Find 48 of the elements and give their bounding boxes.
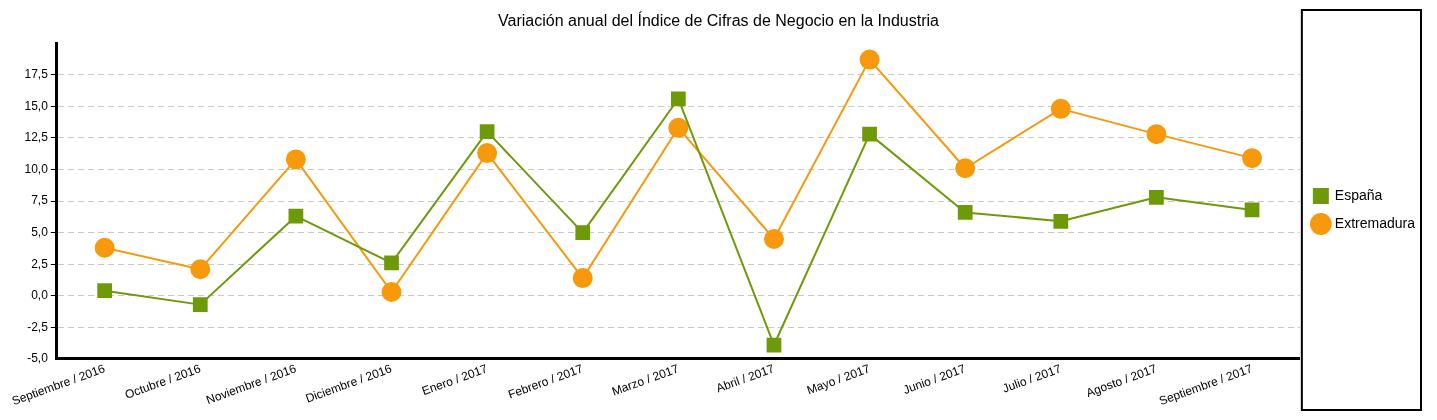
x-tick-label: Octubre / 2016 xyxy=(123,361,203,402)
point xyxy=(572,268,593,289)
x-tick-label: Abril / 2017 xyxy=(714,361,777,396)
point xyxy=(384,255,399,271)
x-tick-label: Junio / 2017 xyxy=(901,361,968,397)
point xyxy=(668,117,689,138)
point xyxy=(288,208,304,224)
legend-label: Extremadura xyxy=(1334,214,1416,231)
point xyxy=(477,143,498,164)
x-tick-label: Julio / 2017 xyxy=(1000,361,1064,396)
y-tick-label: 12,5 xyxy=(24,130,49,145)
x-tick-label: Marzo / 2017 xyxy=(609,361,681,399)
x-tick-label: Enero / 2017 xyxy=(419,361,490,399)
y-tick-label: 0,0 xyxy=(31,288,49,303)
point xyxy=(479,124,495,139)
point xyxy=(94,237,115,258)
point xyxy=(766,337,782,353)
point xyxy=(381,282,402,302)
point xyxy=(192,297,208,312)
x-tick-label: Agosto / 2017 xyxy=(1084,361,1159,400)
y-tick-label: 17,5 xyxy=(24,67,49,82)
point xyxy=(1244,202,1260,218)
point xyxy=(1050,98,1071,119)
point xyxy=(763,228,784,249)
y-tick-label: -2,5 xyxy=(27,319,49,334)
point xyxy=(1149,189,1164,205)
point xyxy=(862,126,877,142)
y-tick-label: 5,0 xyxy=(31,224,49,239)
legend-label: España xyxy=(1334,186,1383,203)
point xyxy=(97,283,113,299)
x-tick-label: Febrero / 2017 xyxy=(506,361,586,402)
point xyxy=(1146,124,1167,145)
point xyxy=(1053,213,1069,229)
point xyxy=(1242,148,1263,169)
point xyxy=(957,205,973,220)
point xyxy=(859,49,880,70)
y-tick-label: 15,0 xyxy=(24,98,49,113)
y-tick-label: 10,0 xyxy=(24,161,49,176)
point xyxy=(955,158,976,179)
point xyxy=(575,225,591,240)
y-tick-label: -5,0 xyxy=(27,351,49,366)
chart-title: Variación anual del Índice de Cifras de Negocio en la Industria xyxy=(498,11,940,30)
point xyxy=(670,91,686,107)
y-tick-label: 2,5 xyxy=(31,256,49,271)
x-tick-label: Mayo / 2017 xyxy=(804,361,873,398)
y-tick-label: 7,5 xyxy=(31,193,49,208)
point xyxy=(285,149,306,170)
point xyxy=(190,259,211,280)
